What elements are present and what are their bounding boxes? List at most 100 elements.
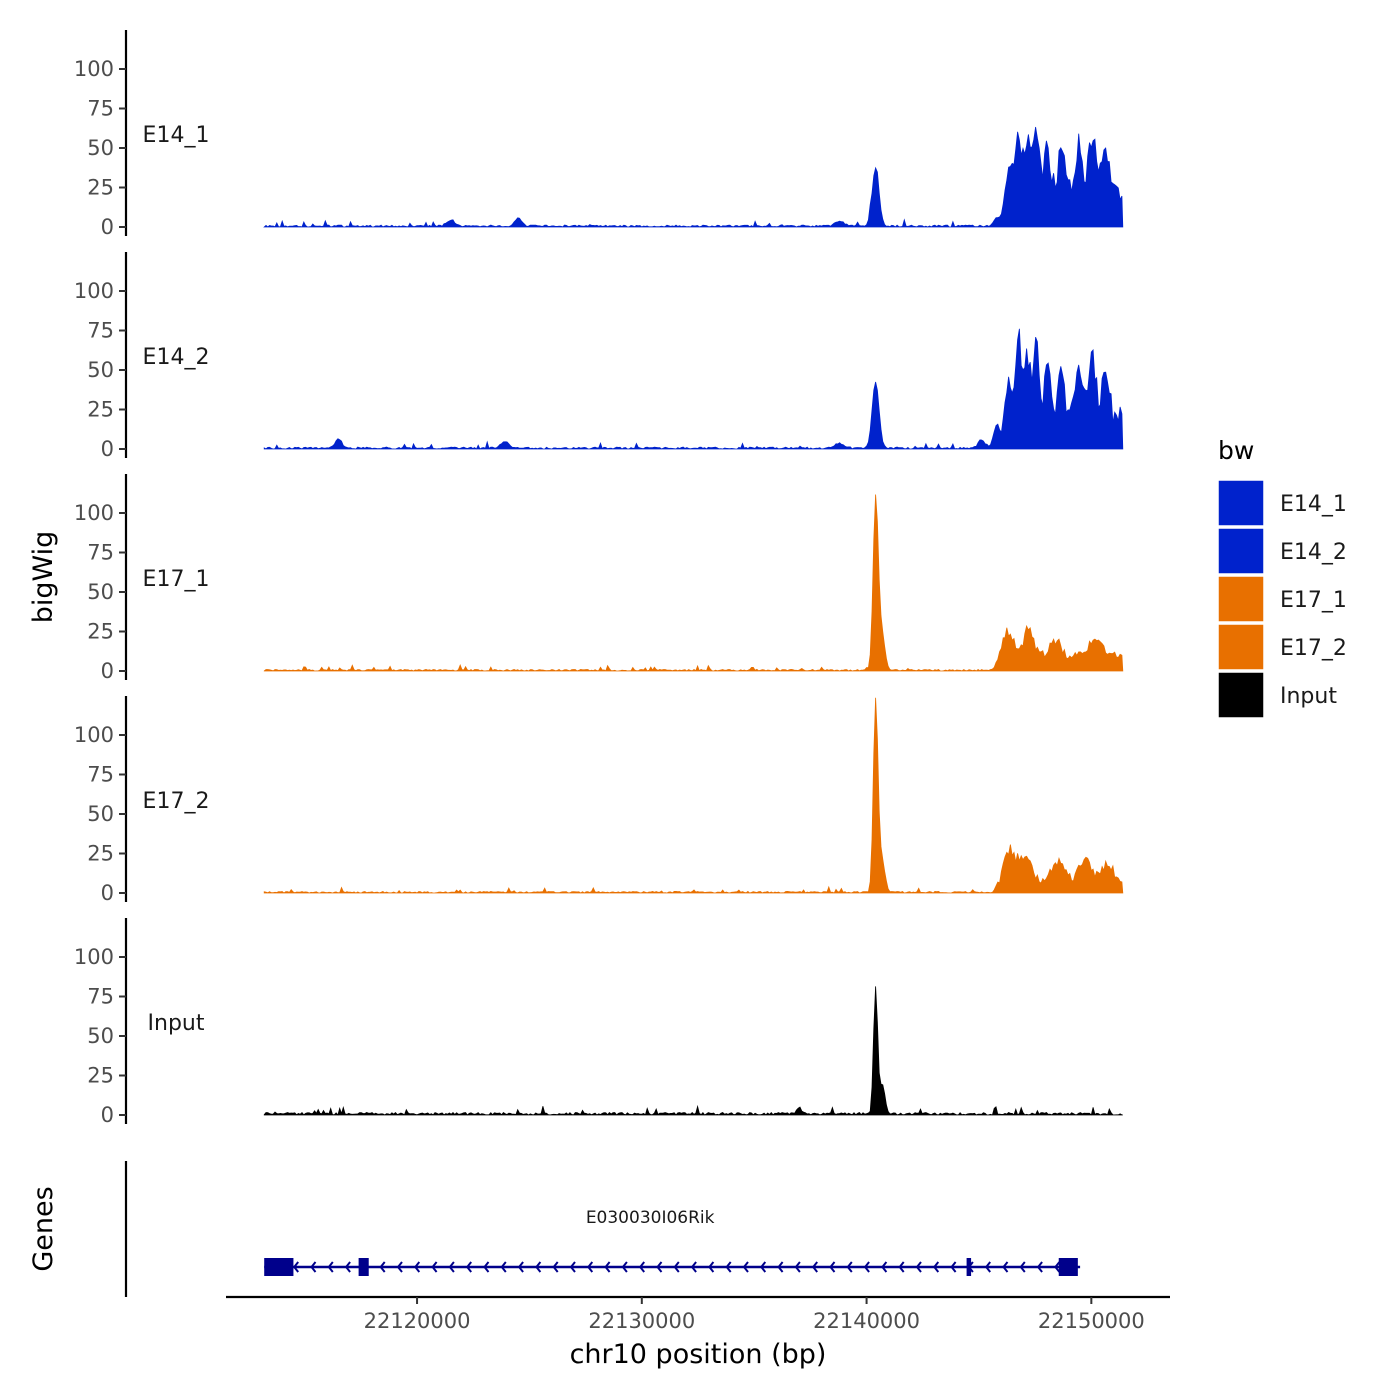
strand-arrow	[500, 1261, 507, 1273]
coverage-area	[263, 697, 1124, 894]
coverage-area	[263, 494, 1124, 672]
strand-arrow	[656, 1261, 663, 1273]
y-tick-label: 0	[101, 215, 114, 239]
strand-arrow	[811, 1261, 818, 1273]
y-tick-label: 75	[87, 985, 114, 1009]
coverage-area	[263, 126, 1124, 228]
gene-name: E030030I06Rik	[586, 1208, 715, 1228]
legend-key	[1217, 527, 1265, 575]
gene-exon	[264, 1258, 294, 1276]
y-tick-label: 25	[87, 1064, 114, 1088]
legend-label: E14_1	[1280, 492, 1347, 517]
y-tick-label: 25	[87, 620, 114, 644]
legend-label: E17_1	[1280, 588, 1347, 613]
strand-arrow	[396, 1261, 403, 1273]
strand-arrow	[483, 1261, 490, 1273]
x-tick-label: 22150000	[1038, 1309, 1145, 1333]
x-tick-label: 22140000	[813, 1309, 920, 1333]
y-tick-label: 50	[87, 802, 114, 826]
strand-arrow	[690, 1261, 697, 1273]
strand-arrow	[465, 1261, 472, 1273]
strand-arrow	[1054, 1261, 1061, 1273]
x-axis-title: chr10 position (bp)	[570, 1339, 827, 1370]
strand-arrow	[898, 1261, 905, 1273]
y-tick-label: 100	[74, 945, 114, 969]
y-tick-label: 75	[87, 97, 114, 121]
strand-arrow	[829, 1261, 836, 1273]
x-tick-label: 22120000	[364, 1309, 471, 1333]
y-tick-label: 50	[87, 580, 114, 604]
strand-arrow	[535, 1261, 542, 1273]
track-label: E14_1	[143, 123, 210, 148]
y-tick-label: 0	[101, 437, 114, 461]
strand-arrow	[725, 1261, 732, 1273]
strand-arrow	[292, 1261, 299, 1273]
genes-panel: E030030I06Rik	[124, 1161, 1081, 1297]
strand-arrow	[742, 1261, 749, 1273]
strand-arrow	[638, 1261, 645, 1273]
y-tick-label: 100	[74, 279, 114, 303]
y-tick-label: 100	[74, 57, 114, 81]
legend-key	[1217, 575, 1265, 623]
strand-arrow	[846, 1261, 853, 1273]
legend-key	[1217, 671, 1265, 719]
track-label: E17_1	[143, 567, 210, 592]
y-tick-label: 25	[87, 842, 114, 866]
legend-title: bw	[1218, 436, 1254, 465]
y-tick-label: 100	[74, 501, 114, 525]
strand-arrow	[587, 1261, 594, 1273]
y-tick-label: 75	[87, 763, 114, 787]
strand-arrow	[379, 1261, 386, 1273]
strand-arrow	[552, 1261, 559, 1273]
strand-arrow	[760, 1261, 767, 1273]
strand-arrow	[310, 1261, 317, 1273]
legend-label: E17_2	[1280, 636, 1347, 661]
track-label: E17_2	[143, 789, 210, 814]
strand-arrow	[327, 1261, 334, 1273]
track-e14-1: 0 25 50 75 100 E14_1	[74, 30, 1124, 239]
y-tick-label: 100	[74, 723, 114, 747]
strand-arrow	[984, 1261, 991, 1273]
strand-arrow	[414, 1261, 421, 1273]
gene-exon	[358, 1258, 369, 1276]
strand-arrow	[708, 1261, 715, 1273]
y-tick-label: 25	[87, 176, 114, 200]
strand-arrow	[1019, 1261, 1026, 1273]
strand-arrow	[933, 1261, 940, 1273]
genes-panel-title: Genes	[28, 1186, 59, 1271]
legend-label: Input	[1280, 684, 1337, 709]
strand-arrow	[673, 1261, 680, 1273]
strand-arrow	[777, 1261, 784, 1273]
strand-arrow	[794, 1261, 801, 1273]
y-tick-label: 0	[101, 659, 114, 683]
strand-arrow	[1002, 1261, 1009, 1273]
track-e14-2: 0 25 50 75 100 E14_2	[74, 252, 1124, 461]
strand-arrow	[517, 1261, 524, 1273]
y-tick-label: 0	[101, 1103, 114, 1127]
strand-arrow	[863, 1261, 870, 1273]
x-tick-label: 22130000	[588, 1309, 695, 1333]
track-label: E14_2	[143, 345, 210, 370]
y-tick-label: 75	[87, 319, 114, 343]
track-label: Input	[148, 1011, 205, 1036]
coverage-area	[263, 986, 1123, 1116]
y-tick-label: 75	[87, 541, 114, 565]
y-axis-title: bigWig	[28, 531, 59, 624]
gene-model: E030030I06Rik	[264, 1208, 1081, 1276]
legend-key	[1217, 623, 1265, 671]
gene-exon	[1058, 1258, 1078, 1276]
bigwig-tracks: 0 25 50 75 100 E14_1 0 25 50 75 100 E14_2 0 25 50 75 100…	[74, 30, 1124, 1127]
coverage-area	[263, 328, 1124, 450]
strand-arrow	[344, 1261, 351, 1273]
track-e17-1: 0 25 50 75 100 E17_1	[74, 474, 1124, 683]
y-tick-label: 25	[87, 398, 114, 422]
strand-arrow	[881, 1261, 888, 1273]
track-e17-2: 0 25 50 75 100 E17_2	[74, 696, 1124, 905]
track-input: 0 25 50 75 100 Input	[74, 918, 1123, 1127]
y-tick-label: 0	[101, 881, 114, 905]
legend-key	[1217, 479, 1265, 527]
strand-arrow	[604, 1261, 611, 1273]
strand-arrow	[448, 1261, 455, 1273]
strand-arrow	[950, 1261, 957, 1273]
